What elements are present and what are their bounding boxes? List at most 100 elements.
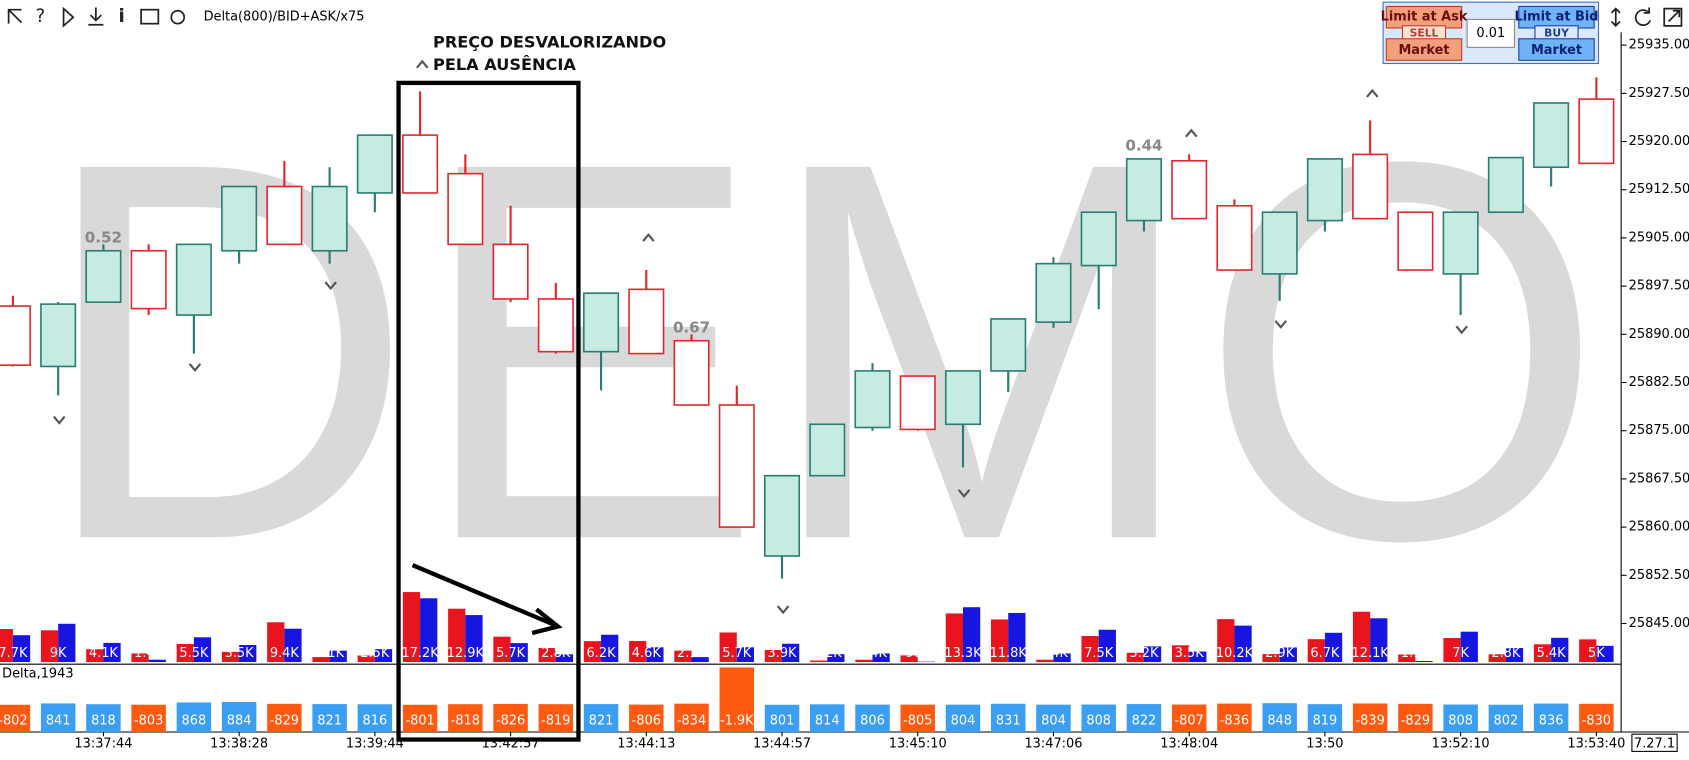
market-buy-button[interactable]	[1518, 38, 1595, 61]
x-tick-label: 13:48:04	[1160, 736, 1218, 751]
volume-sell-bar	[357, 655, 375, 663]
volume-buy-bar	[1460, 631, 1478, 663]
volume-buy-bar	[284, 628, 302, 663]
download-icon[interactable]	[88, 7, 104, 26]
play-icon[interactable]	[62, 6, 75, 28]
volume-buy-bar	[1234, 625, 1252, 663]
settings-icon[interactable]	[170, 9, 186, 25]
delta-bar	[1081, 704, 1116, 733]
candle-body	[175, 243, 212, 316]
volume-sell-bar	[764, 649, 783, 663]
volume-label: 3.5K	[1175, 646, 1205, 661]
volume-sell-bar	[900, 655, 918, 663]
delta-label: -801	[405, 714, 434, 729]
volume-sell-bar	[1262, 654, 1280, 663]
volume-buy-bar	[1189, 651, 1207, 663]
volume-sell-bar	[1579, 639, 1597, 663]
indicator-label: Delta(800)/BID+ASK/x75	[204, 10, 365, 25]
volume-sell-bar	[402, 592, 421, 663]
volume-sell-bar	[674, 650, 692, 663]
chart-icon[interactable]	[140, 8, 160, 25]
candle-body	[583, 292, 620, 353]
volume-sell-bar	[538, 647, 556, 663]
candle-body	[1216, 204, 1253, 271]
volume-sell-bar	[0, 628, 13, 663]
y-tick-label: 25882.50	[1629, 375, 1689, 390]
delta-bar	[719, 667, 755, 733]
volume-label: 17.2K	[401, 646, 439, 661]
delta-bar	[538, 704, 574, 733]
x-tick-label: 13:53:40	[1567, 736, 1625, 751]
volume-label: 5.4K	[1537, 646, 1567, 661]
quantity-input[interactable]	[1466, 18, 1516, 48]
volume-sell-bar	[221, 651, 240, 663]
candle-body	[718, 404, 755, 528]
delta-bar	[900, 704, 935, 733]
candle-body	[221, 185, 258, 252]
volume-label: 2.8K	[1491, 646, 1521, 661]
volume-buy-bar	[193, 637, 212, 663]
plot: 25935.00 25927.50 25920.00 25912.50 25905.00…	[0, 38, 1689, 751]
x-tick-label: 13:37:44	[74, 736, 132, 751]
buy-label: BUY	[1544, 26, 1569, 39]
delta-bar	[1217, 703, 1252, 733]
help-icon[interactable]: ?	[36, 6, 46, 27]
volume-label: 12.9K	[447, 646, 485, 661]
x-tick-label: 13:38:28	[210, 736, 268, 751]
delta-bar	[1126, 704, 1162, 733]
volume-buy-bar	[329, 650, 347, 663]
candle-body	[311, 185, 348, 252]
volume-label: 2.1K	[315, 646, 345, 661]
delta-label: -818	[451, 714, 480, 729]
marker	[957, 489, 971, 498]
annotation-line: PREÇO DESVALORIZANDO	[433, 33, 666, 52]
candle-body	[990, 318, 1027, 372]
y-tick-label: 25897.50	[1629, 279, 1689, 294]
volume-label: 6.7K	[1310, 646, 1340, 661]
delta-label: 868	[182, 714, 207, 729]
market-sell-button[interactable]	[1385, 38, 1463, 61]
volume-sell-bar	[1217, 619, 1235, 663]
expand-icon[interactable]	[1663, 7, 1683, 27]
volume-sell-bar	[40, 630, 59, 663]
delta-label: 816	[363, 714, 388, 729]
volume-label: 4.6K	[632, 646, 662, 661]
volume-label: 2.1K	[677, 646, 707, 661]
candle-note: 0.52	[85, 228, 122, 246]
x-tick-label: 13:44:57	[753, 736, 811, 751]
volume-buy-bar	[465, 615, 483, 663]
delta-label: 818	[91, 714, 116, 729]
volume-sell-bar	[312, 657, 330, 663]
marker	[188, 363, 202, 372]
volume-sell-bar	[719, 632, 737, 663]
volume-buy-bar	[601, 634, 619, 663]
candle-body	[854, 370, 891, 429]
delta-bar	[176, 702, 212, 733]
volume-sell-bar	[945, 613, 963, 663]
candle-body	[1352, 153, 1389, 220]
volume-buy-bar	[420, 598, 438, 663]
info-icon[interactable]: i	[118, 6, 124, 27]
candle-body	[673, 339, 710, 406]
scale-icon[interactable]	[1610, 7, 1621, 28]
candle-body	[628, 288, 665, 355]
delta-label: -806	[632, 714, 661, 729]
annotation-line: PELA AUSÊNCIA	[433, 55, 576, 74]
volume-label: 2.5K	[360, 646, 390, 661]
cursor-icon[interactable]	[7, 8, 23, 24]
candle-body	[40, 303, 77, 368]
candle-body	[266, 185, 303, 246]
volume-buy-bar	[374, 649, 393, 663]
volume-label: 4.1K	[89, 646, 119, 661]
delta-label: 808	[1086, 714, 1111, 729]
volume-sell-bar	[1126, 652, 1144, 663]
volume-buy-bar	[1551, 637, 1569, 663]
window-tools	[1610, 7, 1683, 28]
delta-label: -829	[270, 714, 299, 729]
delta-bar	[0, 704, 31, 733]
volume-label: 3.5K	[225, 646, 255, 661]
delta-label: -807	[1175, 714, 1204, 729]
delta-label: -802	[0, 714, 28, 729]
reset-icon[interactable]	[1634, 7, 1652, 26]
